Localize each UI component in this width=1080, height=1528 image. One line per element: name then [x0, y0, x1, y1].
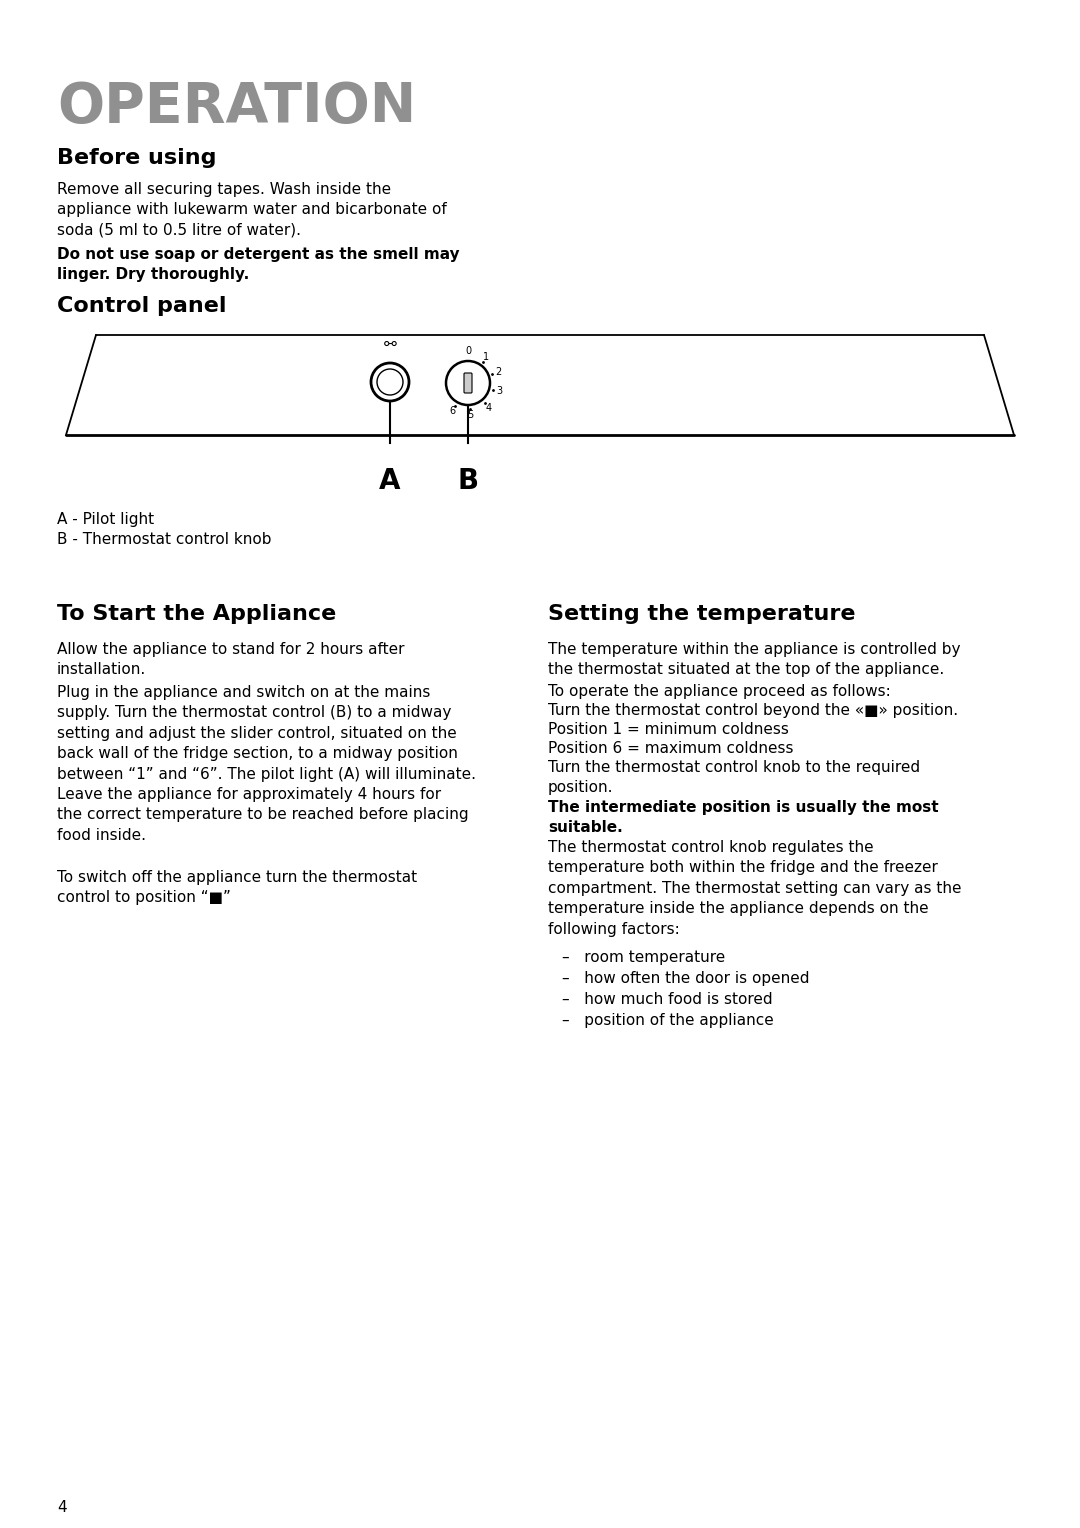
- Text: ⚯: ⚯: [383, 338, 396, 351]
- Text: To Start the Appliance: To Start the Appliance: [57, 604, 336, 623]
- FancyBboxPatch shape: [464, 373, 472, 393]
- Text: –   how often the door is opened: – how often the door is opened: [562, 970, 810, 986]
- Text: Control panel: Control panel: [57, 296, 227, 316]
- Text: To switch off the appliance turn the thermostat
control to position “■”: To switch off the appliance turn the the…: [57, 869, 417, 906]
- Text: Setting the temperature: Setting the temperature: [548, 604, 855, 623]
- Text: 0: 0: [464, 345, 471, 356]
- Text: 4: 4: [486, 402, 491, 413]
- Text: Turn the thermostat control knob to the required
position.: Turn the thermostat control knob to the …: [548, 759, 920, 796]
- Text: Position 6 = maximum coldness: Position 6 = maximum coldness: [548, 741, 794, 756]
- Text: The intermediate position is usually the most
suitable.: The intermediate position is usually the…: [548, 801, 939, 836]
- Text: A - Pilot light: A - Pilot light: [57, 512, 154, 527]
- Text: Turn the thermostat control beyond the «■» position.: Turn the thermostat control beyond the «…: [548, 703, 958, 718]
- Text: OPERATION: OPERATION: [57, 79, 416, 134]
- Text: B - Thermostat control knob: B - Thermostat control knob: [57, 532, 271, 547]
- Text: 1: 1: [483, 351, 489, 362]
- Text: 3: 3: [496, 387, 502, 396]
- Text: 5: 5: [468, 410, 474, 420]
- Text: –   position of the appliance: – position of the appliance: [562, 1013, 773, 1028]
- Text: Allow the appliance to stand for 2 hours after
installation.: Allow the appliance to stand for 2 hours…: [57, 642, 405, 677]
- Text: The temperature within the appliance is controlled by
the thermostat situated at: The temperature within the appliance is …: [548, 642, 960, 677]
- Text: Before using: Before using: [57, 148, 216, 168]
- Text: 6: 6: [449, 406, 455, 416]
- Text: Remove all securing tapes. Wash inside the
appliance with lukewarm water and bic: Remove all securing tapes. Wash inside t…: [57, 182, 447, 238]
- Text: The thermostat control knob regulates the
temperature both within the fridge and: The thermostat control knob regulates th…: [548, 840, 961, 937]
- Text: 2: 2: [495, 367, 501, 377]
- Text: Do not use soap or detergent as the smell may
linger. Dry thoroughly.: Do not use soap or detergent as the smel…: [57, 248, 460, 283]
- Text: Position 1 = minimum coldness: Position 1 = minimum coldness: [548, 723, 788, 736]
- Text: –   room temperature: – room temperature: [562, 950, 726, 966]
- Text: –   how much food is stored: – how much food is stored: [562, 992, 772, 1007]
- Text: To operate the appliance proceed as follows:: To operate the appliance proceed as foll…: [548, 685, 891, 698]
- Text: 4: 4: [57, 1500, 67, 1514]
- Text: B: B: [458, 468, 478, 495]
- Text: Plug in the appliance and switch on at the mains
supply. Turn the thermostat con: Plug in the appliance and switch on at t…: [57, 685, 476, 843]
- Text: A: A: [379, 468, 401, 495]
